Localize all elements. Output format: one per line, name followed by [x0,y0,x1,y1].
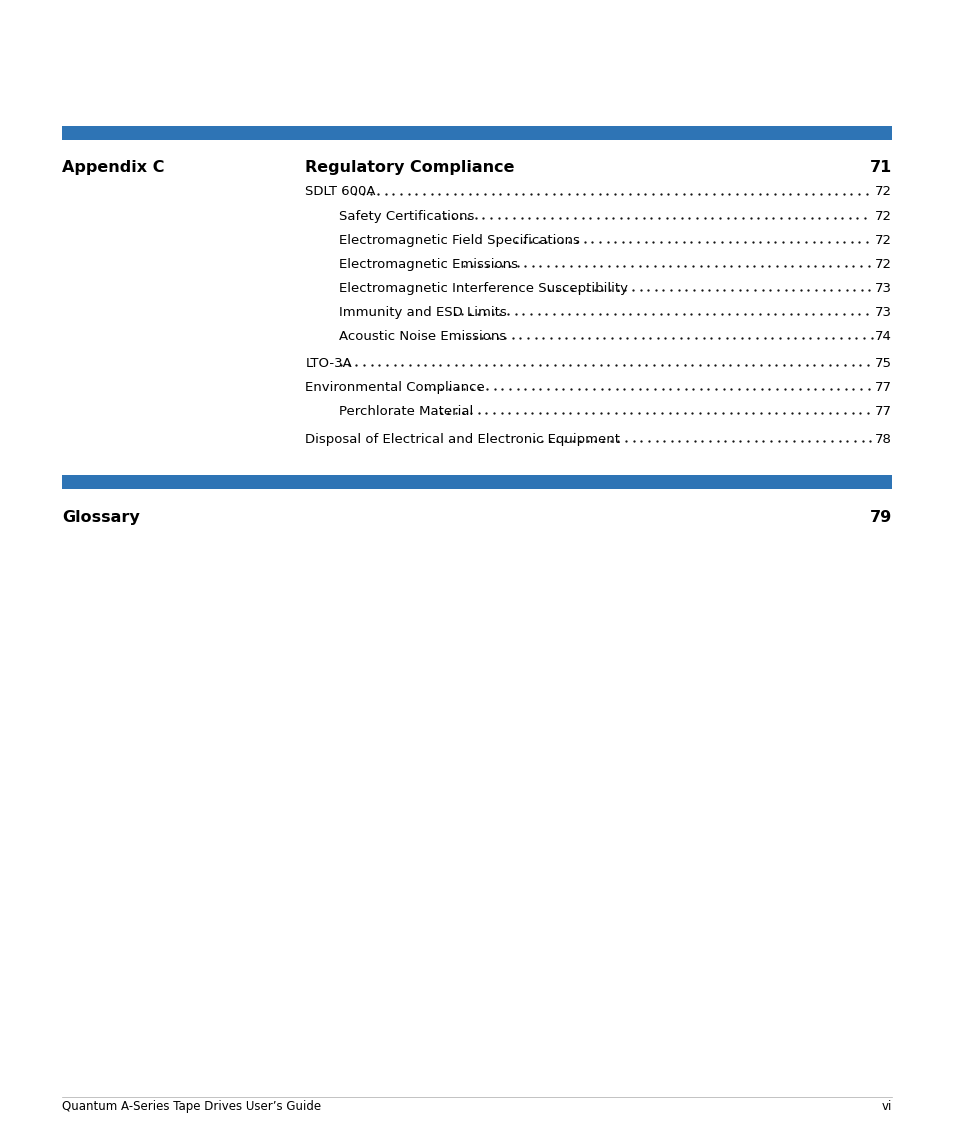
Text: Perchlorate Material: Perchlorate Material [338,405,473,418]
Text: Regulatory Compliance: Regulatory Compliance [305,160,515,175]
Text: 78: 78 [874,433,891,445]
Text: 79: 79 [869,510,891,524]
Text: 77: 77 [874,381,891,394]
Text: SDLT 600A: SDLT 600A [305,185,375,198]
Text: Immunity and ESD Limits: Immunity and ESD Limits [338,306,506,318]
Text: 71: 71 [869,160,891,175]
Text: 74: 74 [874,330,891,342]
Text: Environmental Compliance: Environmental Compliance [305,381,484,394]
Text: vi: vi [881,1100,891,1113]
Text: Acoustic Noise Emissions: Acoustic Noise Emissions [338,330,505,342]
Text: Glossary: Glossary [62,510,139,524]
Bar [62,475,891,489]
Text: 72: 72 [874,185,891,198]
Text: 75: 75 [874,357,891,370]
Text: Appendix C: Appendix C [62,160,164,175]
Text: Electromagnetic Emissions: Electromagnetic Emissions [338,258,517,270]
Text: 72: 72 [874,210,891,222]
Text: 77: 77 [874,405,891,418]
Text: Safety Certifications: Safety Certifications [338,210,474,222]
Text: Quantum A-Series Tape Drives User’s Guide: Quantum A-Series Tape Drives User’s Guid… [62,1100,321,1113]
Text: 72: 72 [874,234,891,246]
Text: 73: 73 [874,282,891,294]
Text: Electromagnetic Interference Susceptibility: Electromagnetic Interference Susceptibil… [338,282,627,294]
Text: 73: 73 [874,306,891,318]
Text: 72: 72 [874,258,891,270]
Text: LTO-3A: LTO-3A [305,357,352,370]
Text: Disposal of Electrical and Electronic Equipment: Disposal of Electrical and Electronic Eq… [305,433,619,445]
Bar [62,126,891,140]
Text: Electromagnetic Field Specifications: Electromagnetic Field Specifications [338,234,578,246]
